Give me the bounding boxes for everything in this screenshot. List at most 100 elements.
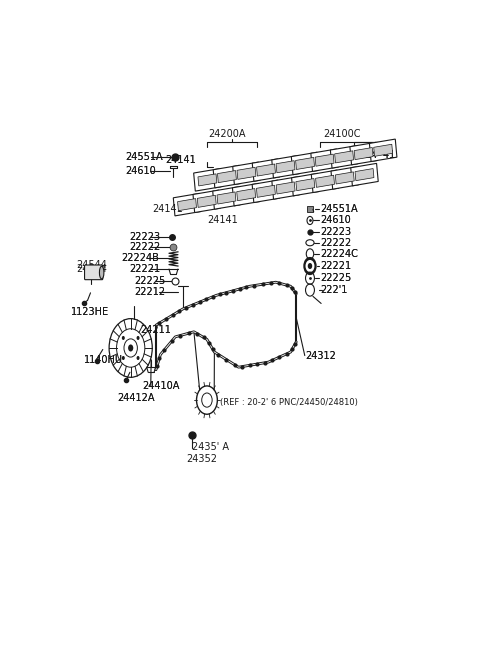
Text: 24610: 24610: [321, 215, 351, 225]
Polygon shape: [315, 175, 335, 187]
Polygon shape: [354, 148, 373, 160]
Polygon shape: [272, 177, 300, 199]
Text: 2435' A: 2435' A: [192, 442, 229, 452]
Text: 22221: 22221: [129, 264, 160, 274]
Polygon shape: [374, 145, 393, 156]
Text: 24544: 24544: [77, 263, 108, 273]
Polygon shape: [291, 173, 319, 196]
Text: 22222: 22222: [321, 238, 352, 248]
Ellipse shape: [306, 240, 314, 246]
Text: (REF : 20-2' 6 PNC/24450/24810): (REF : 20-2' 6 PNC/24450/24810): [220, 398, 358, 407]
Polygon shape: [237, 168, 256, 179]
Text: 24551A: 24551A: [125, 152, 163, 162]
Text: 1123HE: 1123HE: [71, 307, 109, 317]
Text: 24610: 24610: [125, 166, 156, 176]
Polygon shape: [252, 180, 280, 202]
Text: 24' 41: 24' 41: [365, 150, 396, 160]
Text: 24551A: 24551A: [125, 152, 163, 162]
Polygon shape: [370, 139, 397, 162]
Polygon shape: [296, 158, 314, 170]
Text: 22222: 22222: [129, 242, 160, 252]
Polygon shape: [296, 179, 315, 191]
Polygon shape: [336, 172, 354, 184]
Text: 24141: 24141: [152, 204, 183, 214]
Text: 1140HU: 1140HU: [84, 355, 123, 365]
Polygon shape: [312, 170, 339, 193]
Polygon shape: [350, 143, 377, 165]
Text: 22223: 22223: [321, 227, 351, 237]
Text: 22225: 22225: [134, 276, 166, 286]
Polygon shape: [197, 195, 216, 208]
Text: 22221: 22221: [321, 261, 351, 271]
Text: 24141: 24141: [165, 155, 196, 165]
Text: 24412A: 24412A: [118, 392, 155, 403]
Text: 22212: 22212: [134, 287, 166, 298]
FancyBboxPatch shape: [84, 265, 103, 280]
Polygon shape: [311, 149, 338, 171]
Text: 22224C: 22224C: [321, 249, 358, 259]
Text: 24551A: 24551A: [321, 204, 358, 214]
Text: 24211: 24211: [140, 325, 171, 335]
Text: 1140HU: 1140HU: [84, 355, 123, 365]
Text: 22223: 22223: [129, 232, 160, 242]
Polygon shape: [330, 146, 358, 168]
Polygon shape: [178, 198, 196, 211]
Text: 24551A: 24551A: [321, 204, 358, 214]
Polygon shape: [291, 152, 319, 175]
Text: 24200A: 24200A: [208, 129, 245, 139]
Text: 24610: 24610: [125, 166, 156, 176]
Polygon shape: [272, 156, 299, 178]
Polygon shape: [355, 169, 374, 181]
Ellipse shape: [99, 266, 104, 279]
Text: 22225: 22225: [134, 276, 166, 286]
Polygon shape: [237, 189, 256, 200]
Polygon shape: [315, 154, 334, 166]
Polygon shape: [256, 185, 276, 197]
Text: 22221: 22221: [321, 261, 351, 271]
Text: 24312: 24312: [305, 351, 336, 361]
Polygon shape: [256, 164, 276, 176]
Polygon shape: [213, 187, 240, 209]
Text: 22223: 22223: [321, 227, 351, 237]
Text: 24410A: 24410A: [142, 381, 179, 391]
Circle shape: [308, 263, 312, 269]
Polygon shape: [217, 192, 236, 204]
Text: 22221: 22221: [129, 264, 160, 274]
Circle shape: [122, 336, 125, 340]
Text: 22212: 22212: [134, 287, 166, 298]
Circle shape: [303, 257, 317, 275]
Text: 24100C: 24100C: [323, 129, 360, 139]
Circle shape: [128, 344, 133, 351]
Text: 22222: 22222: [321, 238, 352, 248]
Polygon shape: [213, 166, 240, 188]
Polygon shape: [173, 193, 201, 216]
Polygon shape: [217, 171, 236, 183]
Polygon shape: [335, 151, 354, 163]
Text: 24211: 24211: [140, 325, 171, 335]
Text: 22223: 22223: [129, 232, 160, 242]
Text: 24410A: 24410A: [142, 381, 179, 391]
Circle shape: [306, 260, 314, 272]
Text: 22224B: 22224B: [121, 253, 159, 263]
Polygon shape: [276, 161, 295, 173]
Text: 1123HE: 1123HE: [71, 307, 109, 317]
Text: 24544: 24544: [77, 260, 108, 270]
Polygon shape: [233, 162, 260, 185]
Text: 222'1: 222'1: [321, 285, 348, 295]
Text: 22224C: 22224C: [321, 249, 358, 259]
Circle shape: [136, 356, 140, 360]
Polygon shape: [232, 183, 260, 206]
Text: 24141: 24141: [207, 215, 238, 225]
Polygon shape: [276, 182, 295, 194]
Text: 24610: 24610: [321, 215, 351, 225]
Text: 22224B: 22224B: [121, 253, 159, 263]
Text: 222'1: 222'1: [321, 285, 348, 295]
Text: 24141: 24141: [165, 155, 196, 165]
Text: 24312: 24312: [305, 351, 336, 361]
Polygon shape: [331, 167, 359, 189]
Polygon shape: [198, 174, 217, 186]
Polygon shape: [193, 169, 221, 191]
Text: 22222: 22222: [129, 242, 160, 252]
Polygon shape: [193, 190, 220, 213]
Text: 24352: 24352: [186, 454, 217, 464]
